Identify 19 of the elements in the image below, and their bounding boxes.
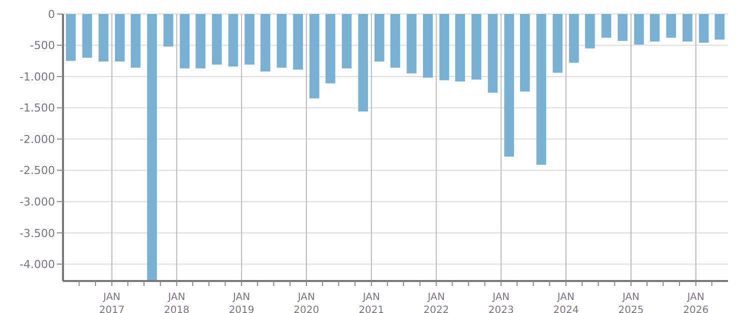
y-tick-label: -500 [30,39,55,52]
x-tick-label: JAN 2025 [618,292,644,313]
x-tick-label: JAN 2019 [228,292,254,313]
y-tick-label: -2.500 [20,164,55,178]
x-tick-label: JAN 2018 [164,292,190,313]
x-tick-label: JAN 2026 [683,292,709,313]
x-tick-label: JAN 2020 [294,292,320,313]
y-tick-label: -4.000 [20,258,55,272]
x-tick-label: JAN 2023 [488,292,514,313]
y-tick-label: -1.000 [20,70,55,84]
y-tick-label: -3.000 [20,195,55,208]
x-tick-label: JAN 2024 [553,292,579,313]
y-tick-label: -2.000 [20,132,55,146]
x-tick-label: JAN 2022 [424,292,449,313]
x-tick-label: JAN 2021 [358,292,384,313]
y-tick-label: 0 [48,8,55,21]
y-tick-label: -3.500 [20,226,55,240]
x-tick-label: JAN 2017 [99,292,125,313]
y-tick-label: -1.500 [20,102,55,115]
